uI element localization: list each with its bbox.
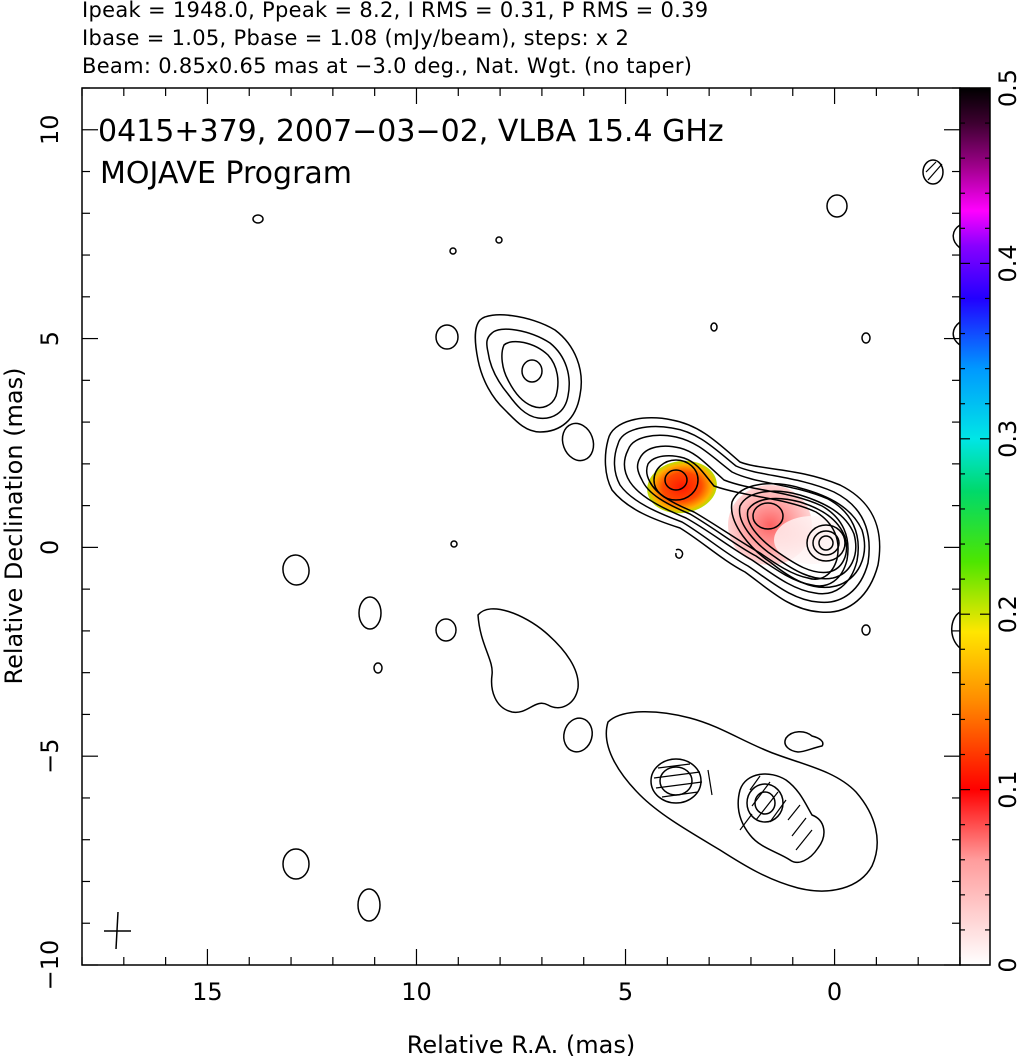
x-tick-label: 15 (192, 978, 223, 1006)
y-tick-label: −10 (36, 940, 64, 991)
axis-ticks (81, 87, 990, 966)
isolated-contour-11 (495, 236, 503, 244)
counterjet-contour-1 (605, 711, 878, 892)
core-contour-1 (806, 524, 846, 562)
header-line-1: Ipeak = 1948.0, Ppeak = 8.2, I RMS = 0.3… (82, 0, 709, 22)
y-tick-label: 0 (36, 540, 64, 555)
colorbar (960, 88, 990, 965)
inner-contour-2 (738, 490, 857, 580)
jet-contour-2 (613, 425, 870, 604)
small-contour-a (784, 731, 824, 753)
colorbar-tick-label: 0.3 (994, 420, 1021, 458)
isolated-contour-4 (282, 554, 310, 586)
inner-contour-1 (730, 482, 866, 589)
y-tick-label: 10 (36, 114, 64, 145)
colorbar-tick-label: 0.1 (994, 771, 1021, 809)
isolated-contour-5 (358, 596, 382, 630)
counterjet-knot-1-contour-1 (650, 758, 702, 804)
isolated-contour-7 (282, 848, 310, 880)
colorbar-tick-label: 0.5 (994, 69, 1021, 107)
blob-contour-1 (561, 422, 595, 462)
isolated-contour-8 (357, 888, 381, 922)
edge-contour-2 (952, 321, 960, 346)
jet-knot-contour-2 (664, 469, 688, 491)
polarization-vectors (653, 161, 943, 851)
north-knot-contour-3 (501, 340, 559, 409)
isolated-contour-12 (710, 322, 718, 332)
isolated-contour-10 (449, 247, 457, 255)
counterjet-knot-2-contour-1 (737, 773, 825, 864)
x-tick-label: 10 (401, 978, 432, 1006)
x-axis-label: Relative R.A. (mas) (407, 1031, 635, 1059)
inner-contour-3 (746, 497, 848, 574)
y-tick-label: 5 (36, 331, 64, 346)
header-line-2: Ibase = 1.05, Pbase = 1.08 (mJy/beam), s… (82, 26, 630, 50)
contours (252, 159, 960, 922)
jet-contour-4 (636, 445, 849, 587)
core-contour-3 (818, 535, 834, 551)
isolated-contour-17 (675, 548, 684, 559)
blob-contour-2 (563, 717, 593, 753)
isolated-contour-15 (861, 624, 871, 636)
counterjet-knot-2-contour-2 (746, 783, 784, 823)
colorbar-tick-label: 0.4 (994, 244, 1021, 282)
colorbar-tick-label: 0 (994, 957, 1021, 972)
y-axis-label: Relative Declination (mas) (0, 367, 28, 684)
inner-jet-contour (752, 502, 784, 530)
colorbar-tick-label: 0.2 (994, 595, 1021, 633)
isolated-contour-14 (450, 540, 458, 548)
chart-subtitle: MOJAVE Program (100, 156, 352, 191)
isolated-contour-9 (252, 214, 264, 224)
chart-title: 0415+379, 2007−03−02, VLBA 15.4 GHz (98, 114, 724, 149)
jet-contour-5 (645, 455, 839, 580)
jet-knot-contour-1 (653, 459, 699, 501)
edge-contour-1 (952, 224, 960, 249)
isolated-contour-1 (435, 324, 459, 350)
north-knot-contour-2 (486, 328, 570, 420)
colorbar-frame (959, 87, 991, 966)
x-tick-label: 5 (618, 978, 633, 1006)
isolated-contour-16 (373, 662, 383, 674)
polarization-map (647, 460, 850, 565)
isolated-contour-6 (435, 618, 457, 642)
isolated-contour-13 (861, 332, 871, 344)
core-polarization (774, 516, 850, 564)
jet-knot-polarization (647, 460, 717, 514)
x-tick-label: 0 (827, 978, 842, 1006)
counterjet-knot-1-contour-2 (659, 766, 693, 796)
isolated-contour-2 (826, 194, 848, 218)
y-tick-label: −5 (36, 738, 64, 773)
header-line-3: Beam: 0.85x0.65 mas at −3.0 deg., Nat. W… (82, 54, 693, 78)
core-contour-2 (812, 530, 840, 556)
beam-marker (104, 911, 131, 950)
edge-contour-3 (951, 611, 960, 649)
isolated-contour-3 (922, 159, 944, 185)
axis-tick-labels: 15 10 5 0 10 5 0 −5 −10 0 0.1 0.2 0.3 0.4 0.5 (36, 69, 1021, 1006)
north-knot-contour-4 (521, 359, 543, 383)
counterjet-knot-2-contour-3 (754, 791, 776, 815)
north-knot-contour-1 (474, 314, 582, 433)
south-diffuse-contour (477, 608, 579, 714)
jet-contour-3 (623, 434, 859, 595)
jet-contour-1 (604, 417, 881, 613)
